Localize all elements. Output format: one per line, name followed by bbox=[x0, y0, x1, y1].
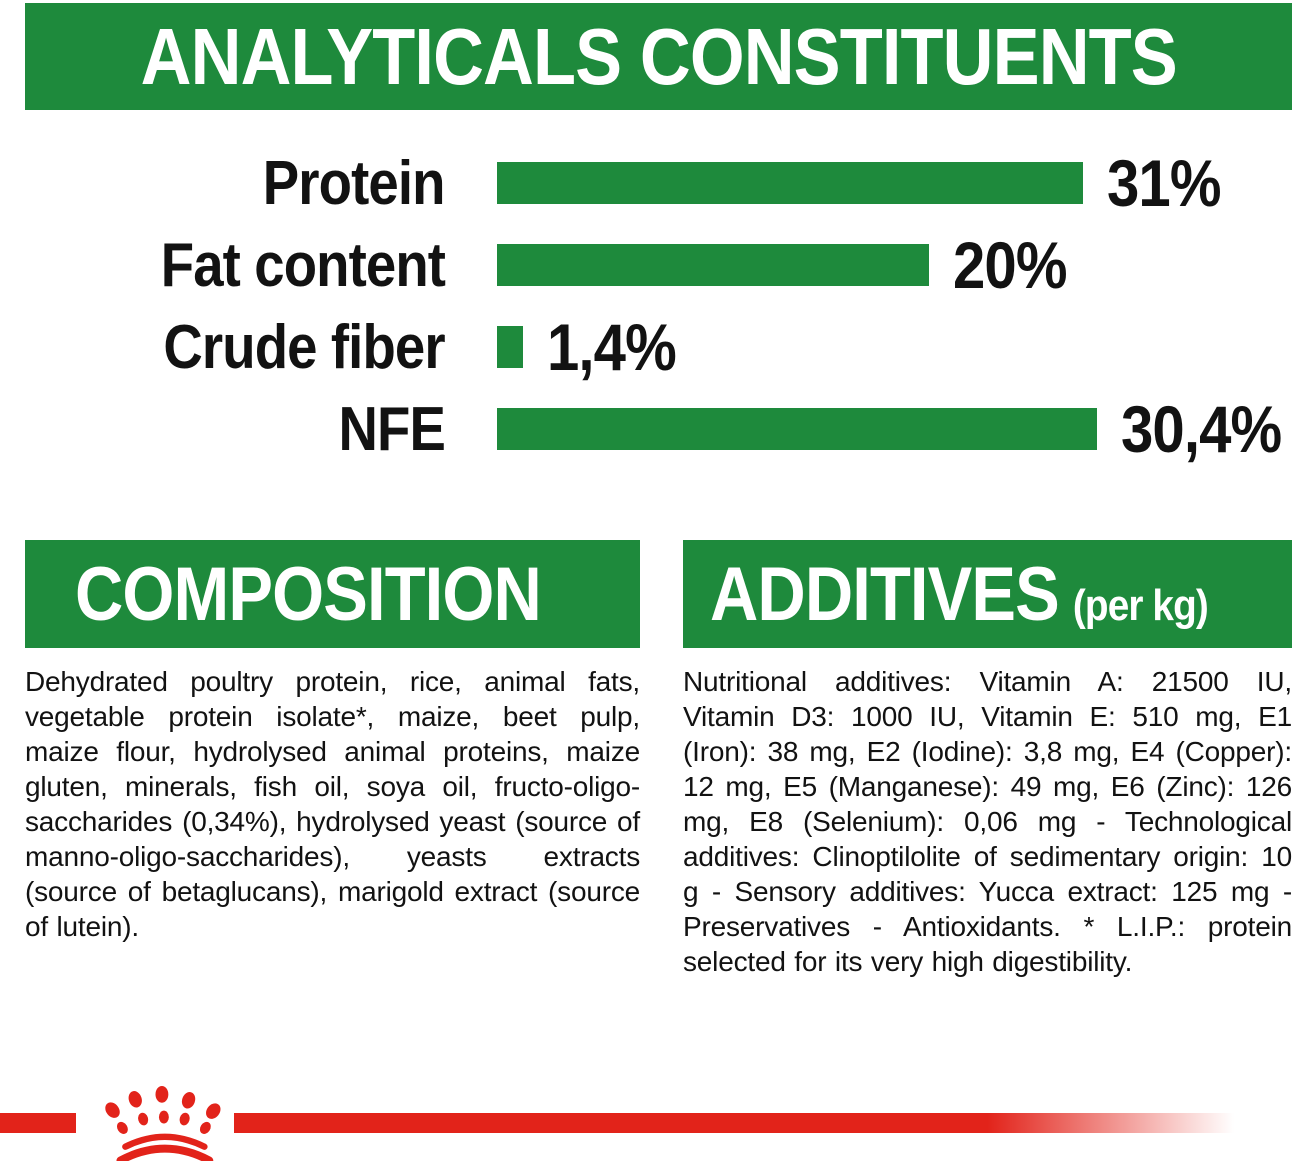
brand-logo-box bbox=[76, 1083, 234, 1161]
additives-title-suffix: (per kg) bbox=[1072, 580, 1209, 630]
royal-canin-crown-icon bbox=[105, 1085, 221, 1161]
chart-row: Fat content 20% bbox=[0, 224, 1299, 306]
composition-body: Dehydrated poultry protein, rice, animal… bbox=[25, 666, 640, 942]
chart-value: 31% bbox=[1107, 146, 1221, 220]
chart-row-label: Fat content bbox=[160, 230, 446, 300]
chart-bar bbox=[497, 162, 1083, 204]
analyticals-banner: ANALYTICALS CONSTITUENTS bbox=[25, 3, 1292, 110]
chart-row-label: Crude fiber bbox=[163, 312, 446, 382]
chart-bar bbox=[497, 244, 929, 286]
composition-header: COMPOSITION bbox=[25, 540, 640, 648]
additives-header: ADDITIVES (per kg) bbox=[683, 540, 1292, 648]
chart-row: Protein 31% bbox=[0, 142, 1299, 224]
additives-section: ADDITIVES (per kg) Nutritional additives:… bbox=[683, 540, 1292, 979]
analyticals-chart: Protein 31% Fat content 20% Crude fiber … bbox=[0, 142, 1299, 470]
additives-body: Nutritional additives: Vitamin A: 21500 … bbox=[683, 666, 1292, 977]
composition-title: COMPOSITION bbox=[75, 551, 542, 637]
chart-row-label: Protein bbox=[263, 148, 446, 218]
chart-value: 30,4% bbox=[1121, 392, 1282, 466]
analyticals-banner-title: ANALYTICALS CONSTITUENTS bbox=[140, 11, 1177, 101]
chart-bar bbox=[497, 326, 523, 368]
chart-row: Crude fiber 1,4% bbox=[0, 306, 1299, 388]
chart-row: NFE 30,4% bbox=[0, 388, 1299, 470]
brand-divider-line bbox=[0, 1113, 1299, 1133]
additives-title: ADDITIVES bbox=[710, 551, 1060, 637]
info-columns: COMPOSITION Dehydrated poultry protein, … bbox=[25, 540, 1292, 979]
chart-row-label: NFE bbox=[338, 394, 446, 464]
composition-section: COMPOSITION Dehydrated poultry protein, … bbox=[25, 540, 640, 979]
chart-value: 20% bbox=[953, 228, 1067, 302]
chart-bar bbox=[497, 408, 1097, 450]
chart-value: 1,4% bbox=[547, 310, 677, 384]
